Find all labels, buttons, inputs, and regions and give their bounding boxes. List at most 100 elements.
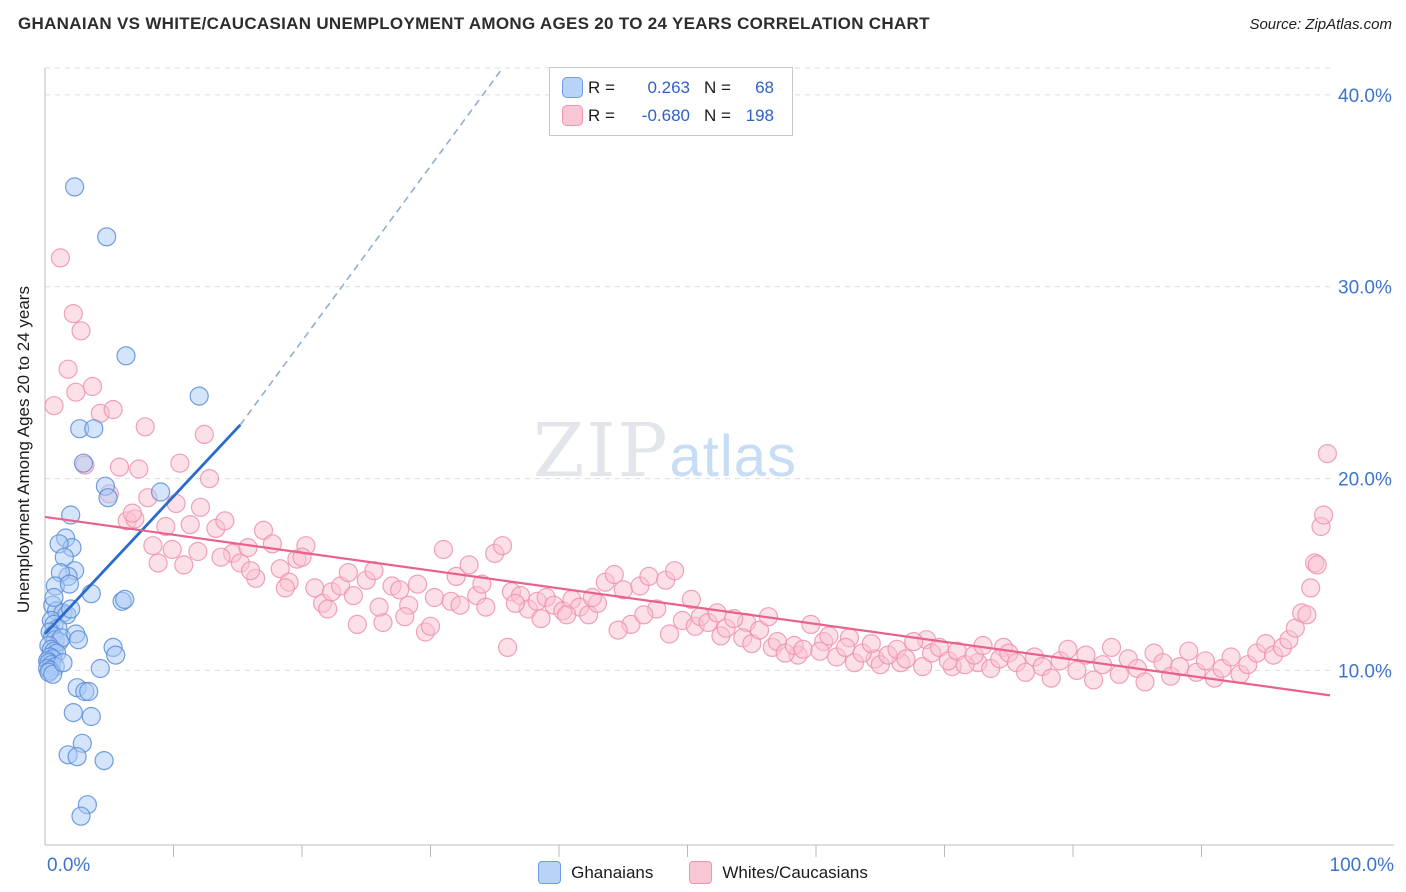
white-caucasian-point <box>129 459 149 479</box>
white-caucasian-point <box>659 624 680 644</box>
y-tick-label: 20.0% <box>1338 470 1392 491</box>
y-tick-label: 40.0% <box>1338 86 1392 107</box>
white-caucasian-point <box>420 616 441 636</box>
series-legend: Ghanaians Whites/Caucasians <box>0 861 1406 884</box>
ghanaian-point <box>115 589 135 610</box>
white-caucasian-point <box>58 359 78 379</box>
white-caucasian-point <box>135 417 155 437</box>
n-value-ghanaians: 68 <box>755 77 774 97</box>
ghanaians-legend-swatch-icon <box>538 861 562 884</box>
page-title: GHANAIAN VS WHITE/CAUCASIAN UNEMPLOYMENT… <box>18 14 930 33</box>
ghanaian-point <box>106 645 126 665</box>
ghanaian-point <box>97 227 117 247</box>
white-caucasian-point <box>1221 647 1241 667</box>
ghanaian-point <box>90 658 110 679</box>
white-caucasian-point <box>913 656 933 677</box>
x-max-label: 100.0% <box>1330 855 1395 876</box>
white-caucasian-point <box>498 637 518 658</box>
white-caucasian-point <box>472 574 492 594</box>
white-caucasian-point <box>446 566 466 587</box>
white-caucasian-point <box>338 562 358 583</box>
white-caucasian-point <box>1317 444 1338 464</box>
ghanaian-point <box>64 177 85 197</box>
r-label: R = <box>588 105 615 125</box>
white-caucasian-point <box>1067 660 1087 681</box>
ghanaian-point <box>81 706 101 727</box>
trend-line-ghanaians-extrapolated <box>239 69 502 426</box>
ghanaian-point <box>84 419 104 439</box>
white-caucasian-point <box>1195 651 1216 671</box>
white-caucasian-point <box>1135 672 1155 692</box>
white-caucasian-point <box>180 514 200 535</box>
ghanaian-point <box>116 346 136 366</box>
white-caucasian-point <box>238 537 258 558</box>
white-caucasian-point <box>639 566 659 587</box>
white-caucasian-point <box>199 469 220 489</box>
white-caucasian-point <box>122 503 142 523</box>
white-caucasian-point <box>162 539 182 560</box>
legend-item-ghanaians: Ghanaians <box>538 861 653 884</box>
ghanaian-point <box>67 747 87 767</box>
y-tick-label: 30.0% <box>1338 278 1392 299</box>
white-caucasian-point <box>188 541 208 562</box>
r-value-ghanaians: 0.263 <box>647 77 690 97</box>
white-caucasian-point <box>1058 639 1078 659</box>
legend-row-ghanaians: R = 0.263 N = 68 <box>562 77 774 98</box>
white-caucasian-point <box>408 574 428 594</box>
n-value-whites: 198 <box>745 105 774 125</box>
white-caucasian-point <box>395 607 415 627</box>
white-caucasian-point <box>433 539 453 560</box>
white-caucasian-point <box>424 587 444 608</box>
ghanaian-point <box>151 482 171 502</box>
correlation-legend-box: R = 0.263 N = 68 R = -0.680 N = 198 <box>549 67 793 136</box>
white-caucasian-point <box>929 637 950 658</box>
whites-swatch-icon <box>562 105 583 126</box>
white-caucasian-point <box>174 555 194 575</box>
ghanaian-point <box>53 653 73 673</box>
white-caucasian-point <box>148 553 168 573</box>
white-caucasian-point <box>861 633 881 654</box>
white-caucasian-point <box>450 595 470 615</box>
trend-line-whites-caucasians <box>44 515 1331 697</box>
white-caucasian-point <box>253 520 274 541</box>
white-caucasian-point <box>531 608 551 629</box>
white-caucasian-point <box>66 382 86 402</box>
x-min-label: 0.0% <box>47 855 90 876</box>
ghanaians-legend-label: Ghanaians <box>571 862 654 882</box>
white-caucasian-point <box>215 511 235 531</box>
white-caucasian-point <box>63 304 83 324</box>
white-caucasian-point <box>1083 670 1104 690</box>
white-caucasian-point <box>194 424 214 444</box>
white-caucasian-point <box>1076 645 1096 665</box>
ghanaian-point <box>61 599 81 619</box>
white-caucasian-point <box>44 396 64 416</box>
legend-row-whites: R = -0.680 N = 198 <box>562 105 774 126</box>
y-tick-label: 10.0% <box>1338 661 1392 682</box>
white-caucasian-point <box>749 620 770 640</box>
white-caucasian-point <box>270 559 290 579</box>
white-caucasian-point <box>904 631 924 652</box>
n-label: N = <box>704 105 731 125</box>
source-attribution: Source: ZipAtlas.com <box>1249 16 1392 33</box>
white-caucasian-point <box>390 580 410 600</box>
white-caucasian-point <box>608 620 628 640</box>
ghanaian-point <box>63 702 83 723</box>
white-caucasian-point <box>810 641 830 661</box>
ghanaian-point <box>71 806 91 826</box>
r-label: R = <box>588 77 615 97</box>
ghanaian-point <box>73 453 94 473</box>
white-caucasian-point <box>170 453 190 473</box>
white-caucasian-point <box>103 399 123 420</box>
white-caucasian-point <box>819 626 839 646</box>
white-caucasian-point <box>71 321 91 341</box>
white-caucasian-point <box>241 561 261 581</box>
r-value-whites: -0.680 <box>641 105 690 125</box>
white-caucasian-point <box>557 605 577 625</box>
white-caucasian-point <box>343 585 363 606</box>
white-caucasian-point <box>793 639 813 659</box>
white-caucasian-point <box>143 536 163 556</box>
whites-legend-swatch-icon <box>689 861 713 884</box>
white-caucasian-point <box>492 536 513 556</box>
white-caucasian-point <box>896 649 916 669</box>
